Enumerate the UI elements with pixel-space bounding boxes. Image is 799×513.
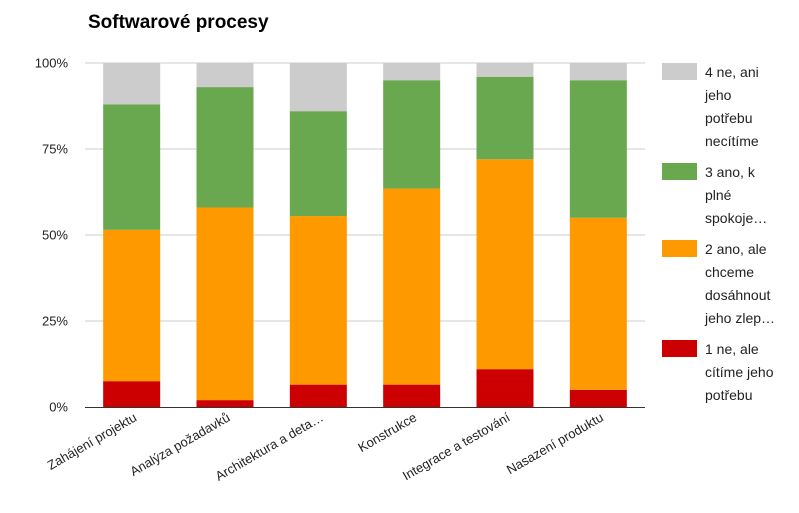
legend-label: 4 ne, ani jeho potřebu necítíme (704, 64, 759, 149)
y-tick-label: 75% (42, 142, 68, 157)
bar-segment (569, 80, 627, 218)
bar-segment (383, 63, 441, 81)
bar-segment (569, 389, 627, 407)
bar-segment (103, 381, 161, 407)
bar-segment (289, 111, 347, 217)
gridlines (85, 62, 645, 322)
legend-label: 3 ano, k plné spokoje… (705, 164, 767, 226)
bar-segment (569, 217, 627, 390)
bar-segment (103, 104, 161, 230)
y-tick-label: 100% (35, 56, 69, 71)
bar-segment (476, 159, 534, 370)
bar-segment (383, 80, 441, 189)
chart-title: Softwarové procesy (88, 12, 269, 33)
bar-segment (383, 384, 441, 407)
legend-swatch (662, 240, 697, 257)
y-tick-label: 50% (42, 228, 68, 243)
bar-segment (289, 63, 347, 112)
legend-swatch (662, 163, 697, 180)
bar-segment (103, 229, 161, 382)
y-tick-label: 0% (49, 400, 68, 415)
legend-label: 2 ano, ale chceme dosáhnout jeho zlep… (704, 241, 775, 326)
bar-segment (103, 63, 161, 105)
bar-segment (196, 207, 254, 401)
legend-label: 1 ne, ale cítíme jeho potřebu (705, 341, 774, 403)
bar-segment (569, 63, 627, 81)
x-category-label: Konstrukce (355, 410, 419, 456)
legend-swatch (662, 63, 697, 80)
bar-segment (196, 63, 254, 88)
x-category-label: Zahájení projektu (45, 410, 139, 473)
x-category-label: Nasazení produktu (504, 410, 606, 478)
bar-segment (196, 87, 254, 208)
legend-swatch (662, 340, 697, 357)
bar-segment (476, 369, 534, 407)
legend: 4 ne, ani jeho potřebu necítíme 3 ano, k plné… (662, 63, 775, 403)
bar-segment (289, 216, 347, 385)
y-tick-label: 25% (42, 314, 68, 329)
bar-segment (196, 400, 254, 407)
bar-segment (383, 188, 441, 385)
bars (103, 63, 627, 407)
bar-segment (476, 76, 534, 160)
bar-segment (476, 63, 534, 77)
bar-segment (289, 384, 347, 407)
